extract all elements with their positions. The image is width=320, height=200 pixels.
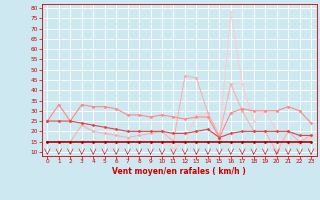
X-axis label: Vent moyen/en rafales ( km/h ): Vent moyen/en rafales ( km/h ): [112, 167, 246, 176]
